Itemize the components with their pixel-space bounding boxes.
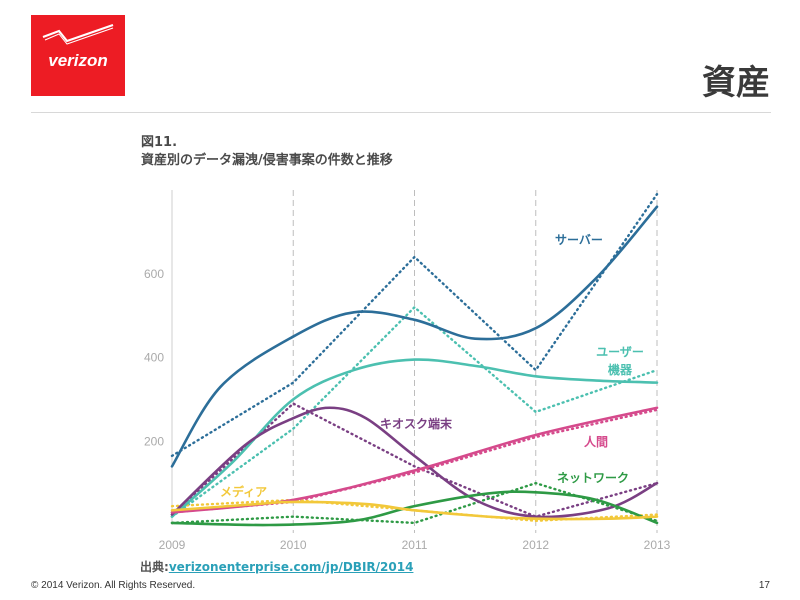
series-label-0: サーバー — [555, 233, 603, 247]
figure-number: 図11. — [141, 135, 178, 150]
source-label: 出典: — [140, 560, 169, 574]
series-raw-line-0 — [170, 192, 659, 458]
series-smooth-line-4 — [170, 490, 659, 527]
series-label-4: ネットワーク — [557, 471, 629, 485]
figure-title: 図11. 資産別のデータ漏洩/侵害事案の件数と推移 — [141, 134, 393, 170]
y-tick-label: 400 — [144, 351, 164, 365]
x-tick-label: 2011 — [402, 538, 428, 552]
page-title: 資産 — [702, 63, 770, 103]
series-smooth-line-2 — [170, 406, 659, 519]
source-link[interactable]: verizonenterprise.com/jp/DBIR/2014 — [168, 560, 414, 574]
logo-wordmark: verizon — [48, 51, 108, 70]
source-line: 出典:verizonenterprise.com/jp/DBIR/2014 — [140, 558, 413, 575]
x-tick-label: 2010 — [280, 538, 307, 552]
logo-checkmark-icon — [42, 23, 114, 45]
verizon-logo: verizon — [31, 15, 125, 96]
x-tick-label: 2009 — [159, 538, 186, 552]
page-number: 17 — [758, 580, 770, 591]
series-raw-line-1 — [170, 305, 659, 518]
series-label-3: 人間 — [584, 434, 608, 449]
y-tick-label: 600 — [144, 267, 164, 281]
series-label-1: ユーザー機器 — [596, 345, 644, 377]
x-tick-label: 2013 — [644, 538, 671, 552]
x-tick-label: 2012 — [522, 538, 549, 552]
series-smooth-line-5 — [170, 500, 659, 521]
series-smooth-line-1 — [170, 358, 659, 518]
y-tick-label: 200 — [144, 434, 164, 448]
header-divider — [31, 112, 771, 113]
figure-caption: 資産別のデータ漏洩/侵害事案の件数と推移 — [141, 153, 393, 168]
series-label-2: キオスク端末 — [380, 416, 453, 431]
copyright: © 2014 Verizon. All Rights Reserved. — [31, 580, 196, 591]
chart-smooth-series — [170, 205, 659, 527]
series-label-5: メディア — [220, 484, 267, 499]
chart-axes: 2009 2010 2011 2012 2013 200 400 600 — [144, 190, 671, 552]
chart-grid — [292, 190, 658, 533]
series-raw-line-4 — [170, 481, 659, 525]
series-smooth-line-0 — [170, 205, 659, 468]
